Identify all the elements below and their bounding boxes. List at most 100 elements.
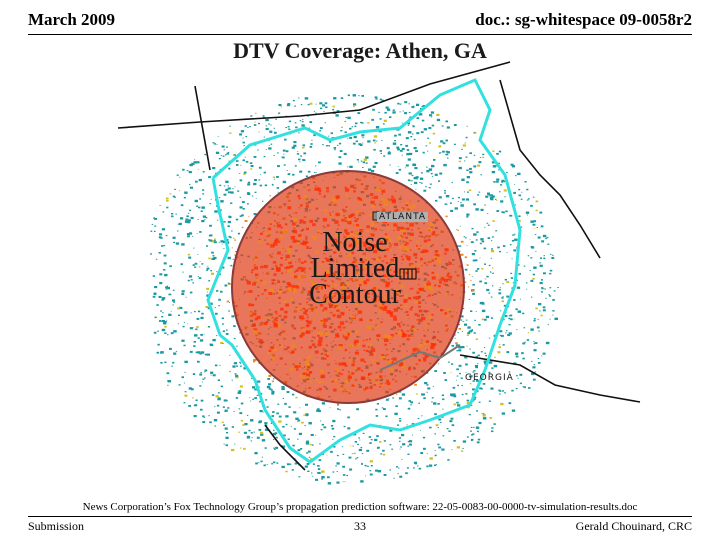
signal-dot	[338, 372, 341, 375]
coverage-dot	[314, 172, 316, 173]
coverage-dot	[550, 253, 552, 255]
signal-dot	[311, 235, 315, 238]
coverage-dot	[514, 204, 516, 206]
coverage-dot	[242, 208, 245, 210]
signal-dot	[413, 253, 418, 257]
coverage-dot	[552, 254, 554, 256]
signal-dot	[415, 296, 420, 300]
coverage-dot	[470, 310, 473, 312]
coverage-dot	[171, 299, 176, 302]
signal-dot	[302, 307, 306, 310]
signal-dot	[250, 293, 253, 295]
signal-dot	[415, 245, 418, 247]
coverage-dot	[460, 202, 462, 204]
coverage-dot	[405, 144, 409, 147]
coverage-dot	[382, 453, 386, 456]
signal-dot	[315, 250, 319, 254]
coverage-dot	[208, 176, 211, 179]
coverage-dot	[250, 165, 254, 167]
signal-dot	[344, 230, 348, 233]
coverage-dot	[519, 382, 522, 385]
signal-dot	[359, 280, 364, 283]
coverage-dot	[486, 275, 489, 278]
signal-dot	[423, 239, 428, 243]
coverage-dot	[289, 463, 292, 465]
signal-dot	[282, 267, 285, 269]
coverage-dot	[398, 397, 402, 400]
coverage-dot	[436, 113, 440, 116]
coverage-dot	[192, 397, 194, 399]
coverage-dot	[214, 238, 216, 240]
coverage-dot	[247, 192, 251, 195]
signal-dot	[302, 372, 306, 375]
coverage-dot	[455, 344, 459, 347]
coverage-dot	[399, 440, 401, 442]
signal-dot	[305, 241, 308, 244]
coverage-dot	[222, 343, 224, 344]
signal-dot	[349, 293, 352, 295]
coverage-dot	[492, 220, 495, 222]
coverage-dot	[492, 165, 497, 168]
coverage-dot	[490, 257, 492, 259]
signal-dot	[301, 309, 305, 312]
coverage-dot	[413, 138, 416, 141]
coverage-dot	[539, 281, 543, 285]
coverage-dot	[264, 447, 267, 449]
coverage-dot	[468, 189, 472, 192]
coverage-dot	[242, 424, 245, 426]
signal-dot	[298, 236, 302, 239]
coverage-dot	[460, 315, 464, 318]
coverage-dot	[552, 299, 555, 301]
coverage-dot	[281, 387, 285, 391]
coverage-dot	[253, 358, 257, 362]
signal-dot	[435, 275, 438, 278]
coverage-dot	[232, 258, 234, 260]
coverage-dot	[506, 295, 510, 298]
signal-dot	[357, 310, 363, 314]
signal-dot	[333, 388, 337, 392]
coverage-dot	[306, 452, 309, 454]
coverage-dot	[168, 313, 172, 316]
signal-dot	[348, 344, 353, 348]
coverage-dot	[184, 371, 186, 373]
signal-dot	[345, 236, 348, 239]
signal-dot	[332, 198, 337, 202]
signal-dot	[406, 256, 411, 260]
signal-dot	[416, 291, 420, 294]
signal-dot	[396, 235, 401, 240]
coverage-dot	[434, 464, 437, 467]
signal-dot	[383, 334, 389, 338]
coverage-dot	[256, 394, 259, 396]
coverage-dot	[308, 127, 311, 129]
coverage-dot	[407, 179, 411, 182]
coverage-dot	[178, 190, 181, 192]
signal-dot	[400, 284, 405, 288]
coverage-dot	[383, 408, 386, 410]
coverage-dot	[483, 360, 488, 363]
coverage-dot	[228, 310, 230, 312]
coverage-dot	[491, 387, 493, 389]
signal-dot	[316, 358, 319, 361]
coverage-dot	[495, 230, 498, 232]
coverage-dot	[315, 103, 317, 105]
coverage-dot	[230, 202, 233, 204]
coverage-dot	[415, 176, 419, 179]
coverage-dot	[310, 433, 314, 436]
coverage-dot	[523, 327, 526, 329]
coverage-dot	[470, 241, 474, 244]
signal-dot	[360, 358, 365, 362]
coverage-dot	[163, 254, 167, 257]
coverage-dot	[254, 191, 257, 193]
coverage-dot	[549, 269, 553, 272]
coverage-dot	[184, 391, 187, 393]
coverage-dot	[421, 393, 425, 396]
coverage-dot	[372, 139, 376, 142]
signal-dot	[416, 263, 421, 267]
coverage-dot	[516, 286, 521, 289]
coverage-dot	[298, 132, 300, 134]
signal-dot	[366, 325, 371, 329]
signal-dot	[300, 269, 304, 272]
coverage-dot	[519, 298, 521, 300]
coverage-dot	[351, 126, 354, 128]
coverage-dot	[253, 124, 257, 126]
